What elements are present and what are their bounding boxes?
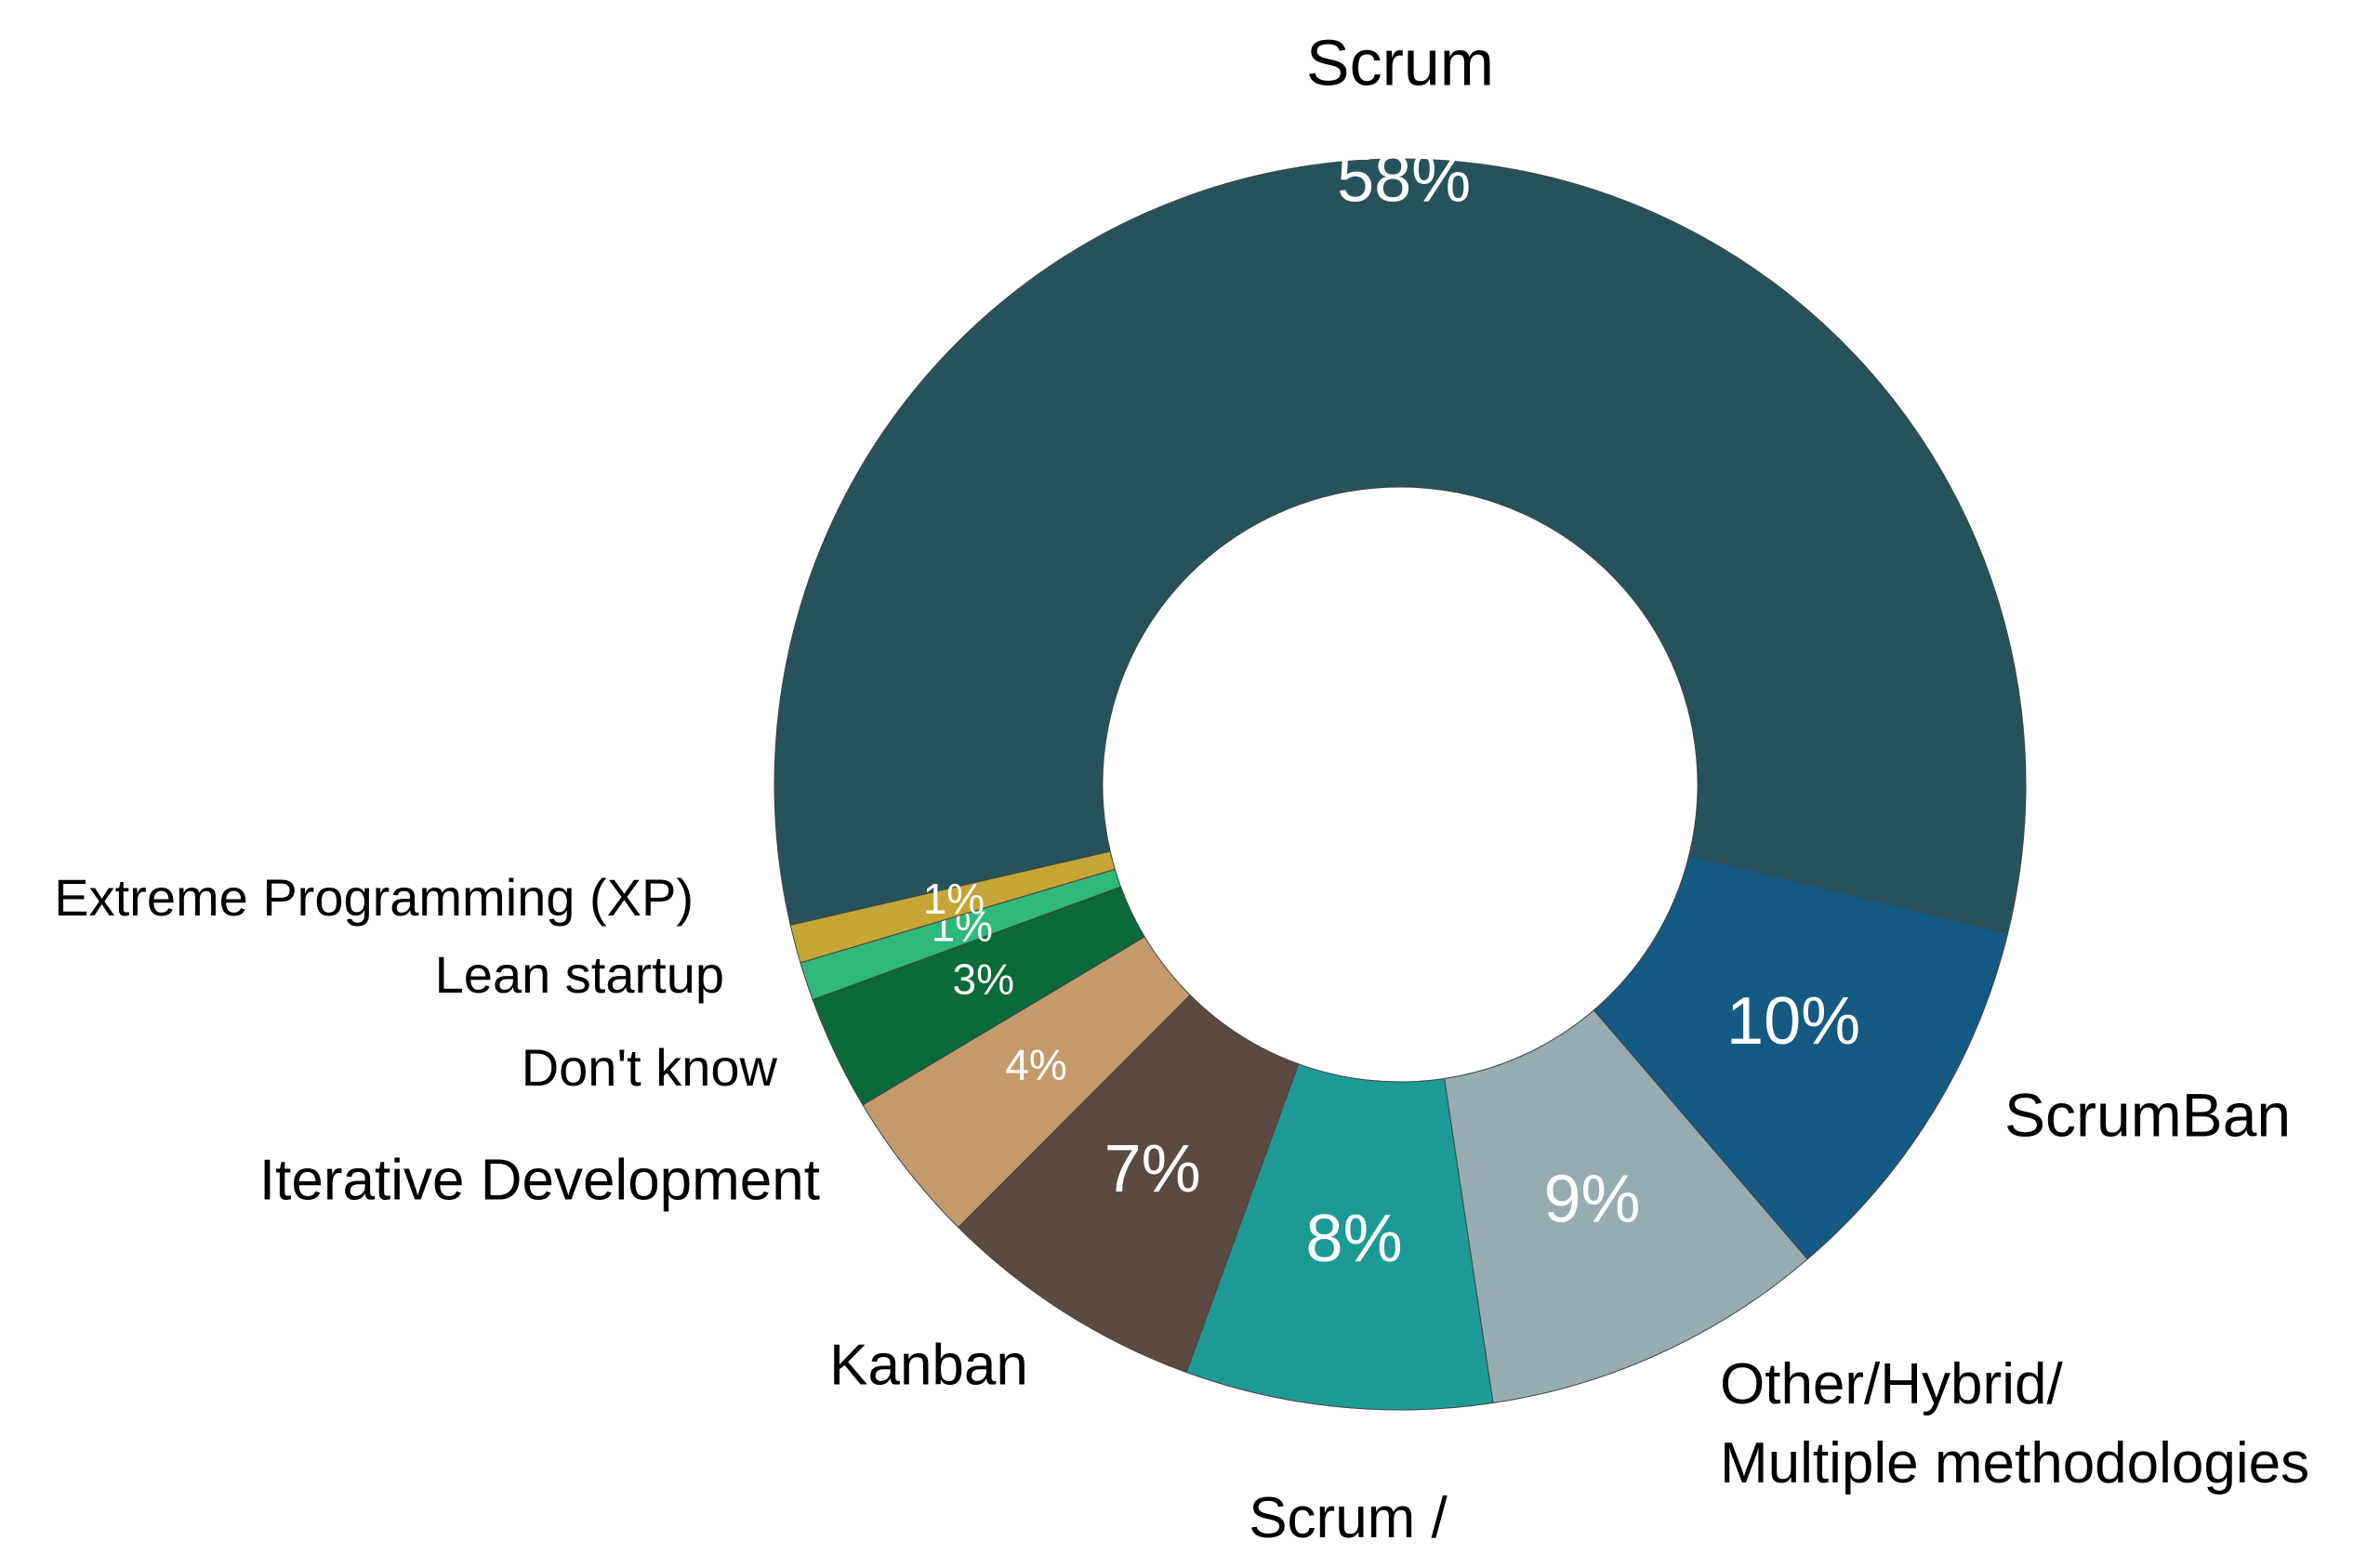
category-label-line: Other/Hybrid/ — [1720, 1352, 2063, 1416]
category-label: Scrum — [1306, 26, 1494, 99]
donut-slice — [1593, 854, 2009, 1260]
category-label: Iterative Development — [259, 1148, 820, 1212]
value-label: 3% — [953, 955, 1014, 1004]
donut-slice — [1185, 1063, 1494, 1411]
category-label: Lean startup — [435, 945, 724, 1004]
category-label: Scrum / XP hybrid — [1223, 1486, 1473, 1567]
category-label: Kanban — [829, 1333, 1028, 1397]
donut-slice — [1443, 1009, 1808, 1404]
category-label: Don't know — [522, 1038, 778, 1097]
value-label: 1% — [923, 875, 985, 923]
value-label: 4% — [1005, 1040, 1066, 1088]
value-label: 10% — [1726, 984, 1860, 1059]
category-label: Other/Hybrid/Multiple methodologies — [1720, 1352, 2309, 1495]
category-label: ScrumBan — [2004, 1080, 2291, 1149]
category-label-line: XP hybrid — [1223, 1565, 1473, 1567]
donut-slice — [774, 158, 2027, 934]
value-label: 58% — [1337, 142, 1471, 217]
donut-slice — [789, 850, 1116, 964]
value-label: 8% — [1306, 1202, 1403, 1276]
value-label: 9% — [1544, 1163, 1641, 1237]
category-label-line: Scrum / — [1249, 1486, 1448, 1550]
category-label: Extreme Programming (XP) — [54, 868, 694, 927]
value-label: 7% — [1104, 1132, 1201, 1206]
category-label-line: Multiple methodologies — [1720, 1431, 2309, 1495]
